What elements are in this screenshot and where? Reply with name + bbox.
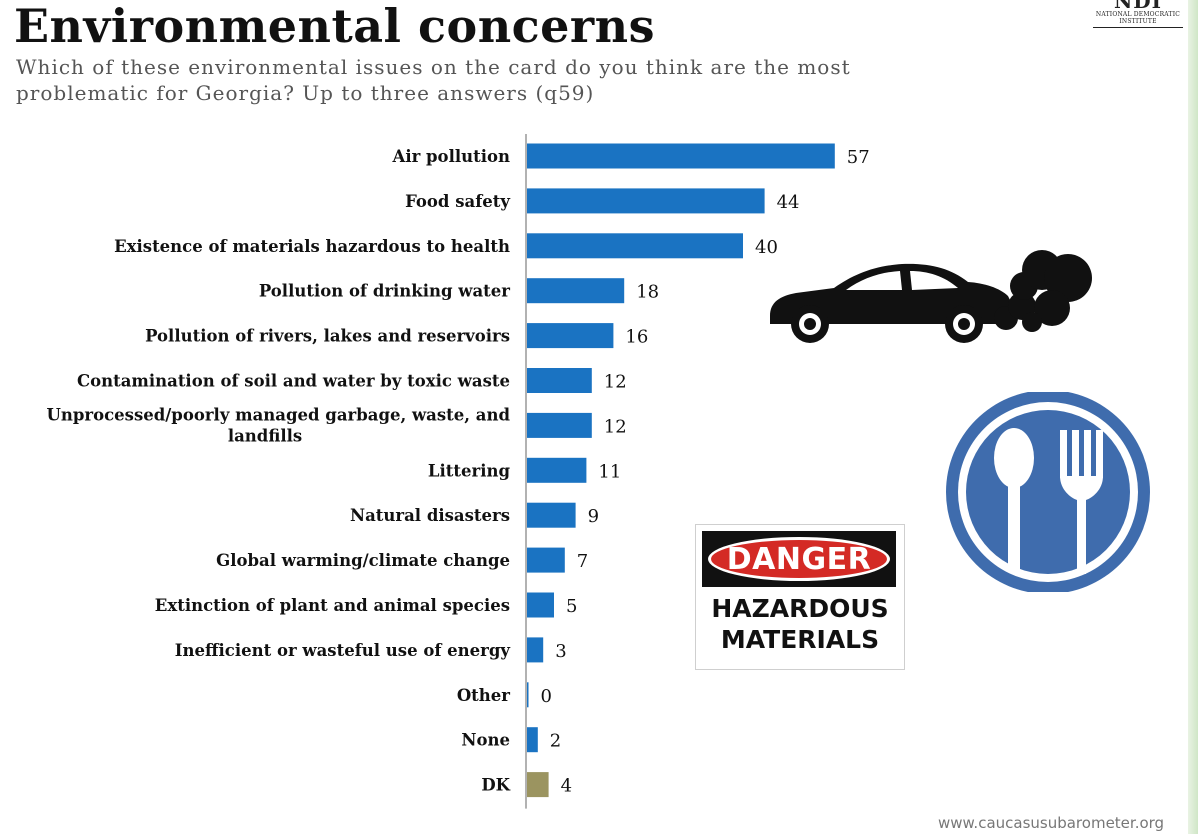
bar [527, 592, 554, 618]
bar [527, 412, 592, 438]
bar [527, 368, 592, 393]
category-label: Contamination of soil and water by toxic… [77, 372, 510, 391]
category-label: Unprocessed/poorly managed garbage, wast… [47, 405, 511, 424]
category-label: DK [481, 776, 510, 795]
data-label: 44 [777, 192, 800, 213]
data-label: 40 [755, 237, 778, 258]
data-label: 16 [625, 327, 648, 348]
right-edge-strip [1188, 0, 1198, 834]
danger-header: DANGER [702, 531, 896, 587]
page-title: Environmental concerns [14, 0, 655, 53]
category-label: Global warming/climate change [216, 551, 510, 570]
category-label: Pollution of drinking water [259, 282, 510, 301]
data-label: 57 [847, 147, 870, 168]
bar [527, 323, 614, 349]
category-label: Air pollution [392, 147, 510, 166]
data-label: 0 [541, 686, 552, 707]
bar [527, 188, 765, 214]
bar [527, 233, 743, 259]
category-label: Natural disasters [350, 506, 510, 525]
bar [527, 682, 529, 708]
category-label: Littering [428, 461, 511, 480]
bar [527, 278, 625, 304]
source-url: www.caucasusubarometer.org [938, 814, 1165, 832]
bar [527, 637, 544, 663]
danger-sign-icon: DANGER HAZARDOUS MATERIALS [695, 524, 905, 670]
category-label: Inefficient or wasteful use of energy [175, 641, 511, 660]
category-label: Food safety [405, 192, 510, 211]
bar [527, 547, 565, 573]
data-label: 18 [636, 282, 659, 303]
bar [527, 502, 576, 528]
data-label: 9 [588, 506, 599, 527]
category-label: None [461, 731, 510, 750]
danger-word: DANGER [726, 541, 872, 577]
car-exhaust-icon [770, 250, 1092, 343]
hazardous-materials-text: HAZARDOUS MATERIALS [696, 593, 904, 655]
danger-oval: DANGER [708, 537, 890, 581]
data-label: 12 [604, 416, 627, 437]
logo-text: National Democratic Institute [1093, 11, 1183, 28]
data-label: 11 [598, 461, 621, 482]
bar [527, 143, 835, 169]
category-label: Other [457, 686, 510, 705]
category-label: Extinction of plant and animal species [155, 596, 510, 615]
data-label: 12 [604, 372, 627, 393]
category-label: landfills [228, 426, 302, 445]
question-subtitle: Which of these environmental issues on t… [16, 55, 851, 105]
category-label: Existence of materials hazardous to heal… [114, 237, 510, 256]
bar [527, 772, 549, 798]
data-label: 2 [550, 731, 561, 752]
spoon-fork-icon [946, 392, 1150, 592]
data-label: 3 [555, 641, 566, 662]
ndi-logo: NDI National Democratic Institute [1093, 0, 1183, 48]
materials-word: MATERIALS [720, 625, 880, 654]
bar [527, 457, 587, 483]
category-label: Pollution of rivers, lakes and reservoir… [145, 327, 510, 346]
hazardous-word: HAZARDOUS [711, 594, 889, 623]
bar [527, 727, 538, 753]
data-label: 4 [561, 776, 572, 797]
data-label: 5 [566, 596, 577, 617]
logo-mark: NDI [1114, 0, 1162, 13]
data-label: 7 [577, 551, 588, 572]
